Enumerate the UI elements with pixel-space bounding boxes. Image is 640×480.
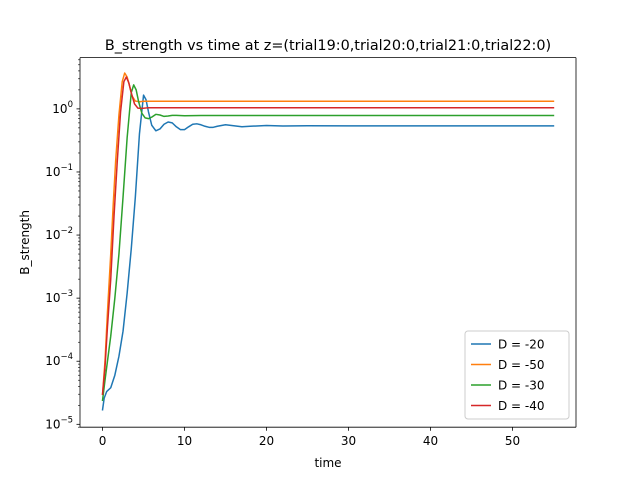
series-line-3 — [101, 84, 555, 402]
x-axis-label: time — [314, 456, 341, 470]
series-layer — [101, 72, 555, 411]
legend-label: D = -50 — [498, 358, 545, 372]
y-tick-label: 10−1 — [45, 163, 73, 179]
axes-frame — [79, 57, 577, 428]
x-tick-label: 10 — [177, 434, 192, 448]
x-tick-label: 0 — [99, 434, 107, 448]
y-tick-label: 10−3 — [45, 289, 73, 305]
y-tick-label: 10−4 — [45, 352, 73, 368]
x-axis-ticks: 0 10 20 30 40 50 — [99, 427, 520, 448]
legend: D = -20 D = -50 D = -30 D = -40 — [464, 330, 570, 420]
x-tick-label: 40 — [423, 434, 438, 448]
x-tick-label: 30 — [341, 434, 356, 448]
legend-label: D = -30 — [498, 379, 545, 393]
series-line-4 — [101, 76, 555, 396]
y-tick-label: 100 — [52, 100, 73, 116]
legend-box — [464, 330, 570, 420]
series-line-1 — [101, 94, 555, 411]
y-axis-label: B_strength — [18, 210, 32, 275]
y-tick-label: 10−2 — [45, 226, 73, 242]
x-tick-label: 20 — [259, 434, 274, 448]
x-tick-label: 50 — [505, 434, 520, 448]
chart-title: B_strength vs time at z=(trial19:0,trial… — [105, 38, 551, 54]
y-axis-ticks: 10−5 10−4 10−3 10−2 10−1 100 — [45, 59, 80, 431]
legend-label: D = -20 — [498, 338, 545, 352]
legend-label: D = -40 — [498, 399, 545, 413]
y-tick-label: 10−5 — [45, 415, 73, 431]
